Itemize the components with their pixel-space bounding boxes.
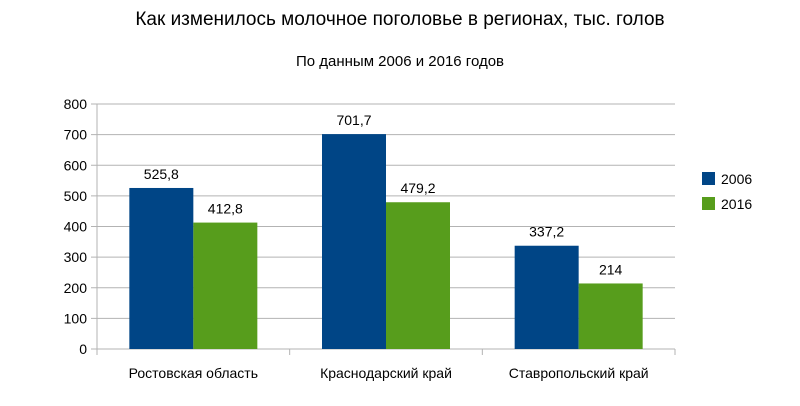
y-tick-label: 600 xyxy=(64,157,88,173)
chart-subtitle: По данным 2006 и 2016 годов xyxy=(296,53,504,70)
bar-2016-1 xyxy=(386,202,450,349)
bars xyxy=(129,134,643,349)
y-tick-label: 200 xyxy=(64,280,88,296)
data-labels: 525,8 701,7 337,2 412,8 479,2 214 xyxy=(144,112,623,277)
data-label: 701,7 xyxy=(336,112,371,128)
y-tick-label: 0 xyxy=(79,341,87,357)
legend-label: 2016 xyxy=(721,196,752,212)
x-category-label: Ставропольский край xyxy=(509,365,649,381)
data-label: 412,8 xyxy=(208,201,243,217)
x-category-label: Ростовская область xyxy=(129,365,258,381)
axes: 0 100 200 300 400 500 600 700 800 Ростовская обла… xyxy=(64,96,676,381)
y-tick-label: 700 xyxy=(64,127,88,143)
bar-2006-1 xyxy=(322,134,386,349)
legend-label: 2006 xyxy=(721,171,752,187)
data-label: 479,2 xyxy=(400,180,435,196)
bar-2016-0 xyxy=(193,222,258,349)
chart-title: Как изменилось молочное поголовье в реги… xyxy=(135,9,664,30)
y-tick-label: 300 xyxy=(64,249,88,265)
data-label: 337,2 xyxy=(529,224,564,240)
data-label: 214 xyxy=(599,261,623,277)
data-label: 525,8 xyxy=(144,166,179,182)
bar-2006-0 xyxy=(129,187,194,349)
y-tick-label: 100 xyxy=(64,310,88,326)
legend-swatch xyxy=(702,172,715,185)
legend: 2006 2016 xyxy=(702,171,752,212)
y-tick-label: 800 xyxy=(64,96,88,112)
bar-2016-2 xyxy=(578,283,643,349)
y-tick-label: 400 xyxy=(64,219,88,235)
x-category-label: Краснодарский край xyxy=(320,365,452,381)
legend-swatch xyxy=(702,197,715,210)
y-tick-label: 500 xyxy=(64,188,88,204)
bar-2006-2 xyxy=(514,245,579,349)
